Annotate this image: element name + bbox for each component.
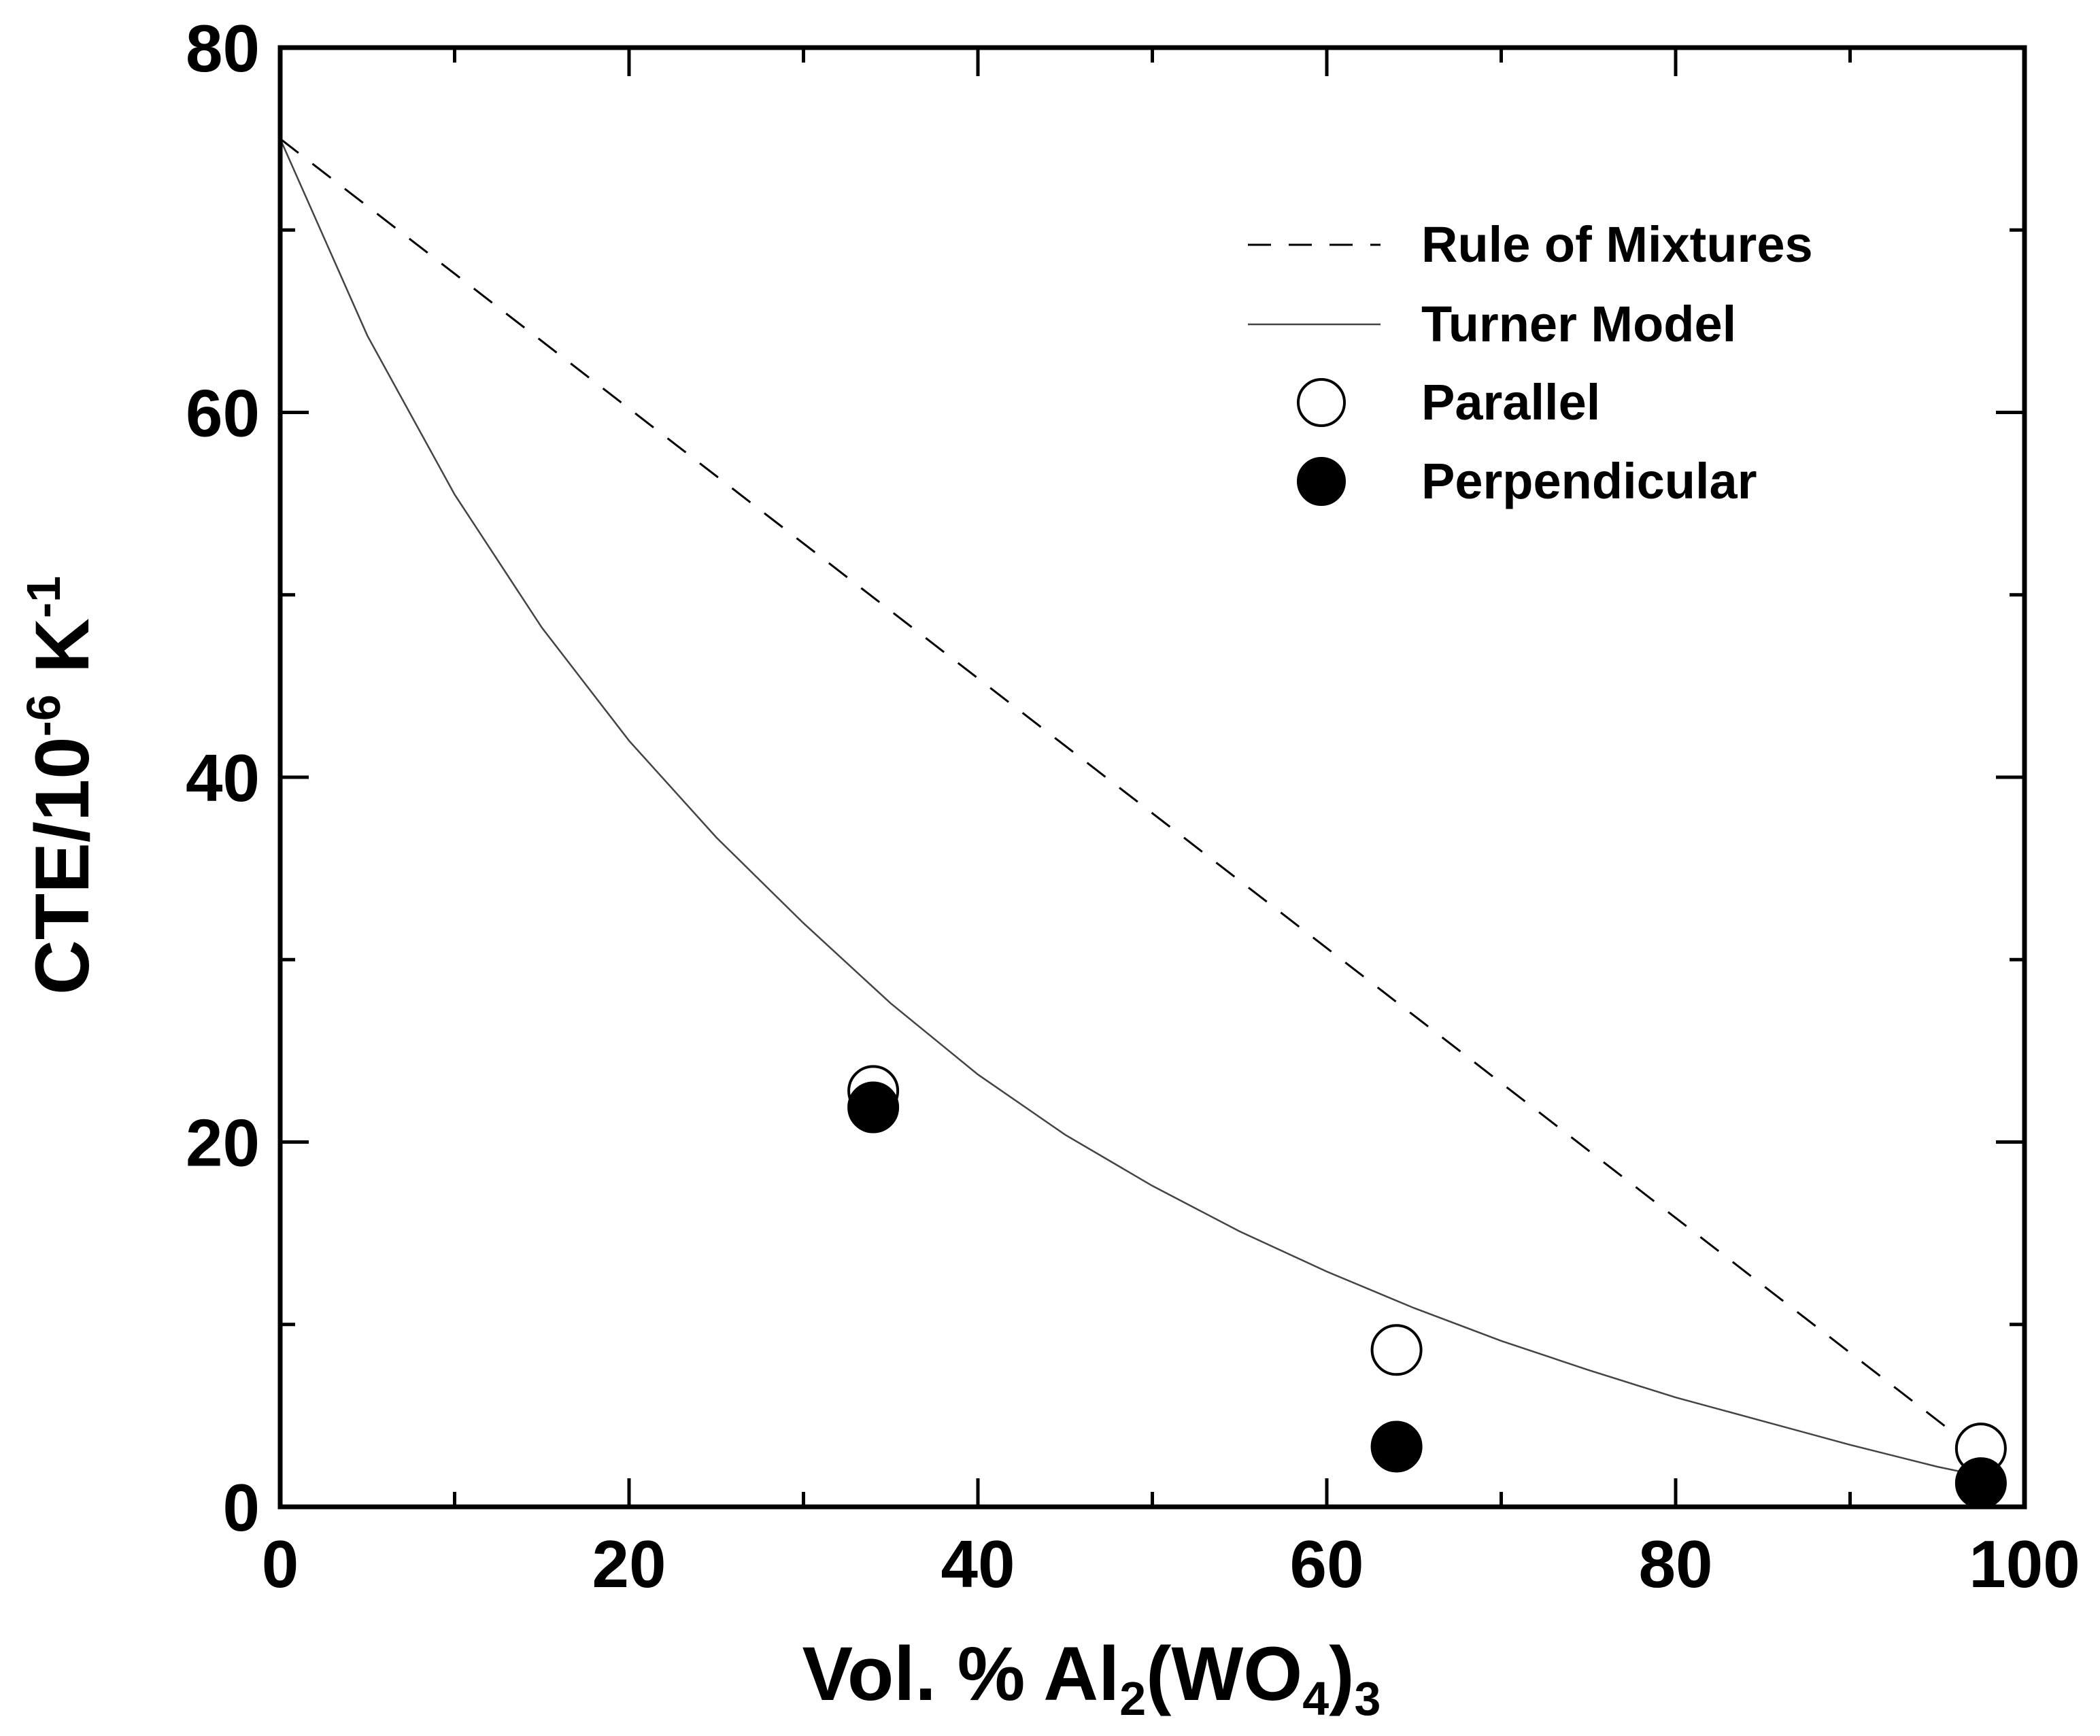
series-line-rule-of-mixtures [280, 137, 1982, 1455]
y-tick-label-80: 80 [186, 11, 260, 86]
x-axis-title: Vol. % Al2(WO4)3 [802, 1631, 1381, 1725]
x-tick-label-20: 20 [592, 1527, 666, 1601]
x-tick-label-40: 40 [941, 1527, 1015, 1601]
plot-area-frame [277, 45, 2027, 1510]
x-tick-label-100: 100 [1969, 1527, 2080, 1601]
y-tick-label-40: 40 [186, 741, 260, 815]
series-points [847, 1065, 2007, 1510]
y-tick-label-20: 20 [186, 1106, 260, 1180]
data-point-perpendicular-0 [847, 1081, 900, 1134]
y-tick-label-0: 0 [222, 1470, 260, 1545]
x-tick-labels: 0 20 40 60 80 100 [262, 1527, 2080, 1601]
minor-ticks [280, 48, 2025, 1507]
x-tick-label-0: 0 [262, 1527, 299, 1601]
series-lines [279, 137, 1982, 1477]
legend-label-rule-of-mixtures: Rule of Mixtures [1421, 216, 1813, 273]
legend-label-turner-model: Turner Model [1421, 296, 1736, 352]
legend-label-parallel: Parallel [1421, 374, 1600, 430]
data-point-parallel-1 [1370, 1324, 1423, 1376]
legend-marker-perpendicular [1297, 457, 1346, 506]
x-tick-label-60: 60 [1289, 1527, 1364, 1601]
legend: Rule of Mixtures Turner Model Parallel P… [1248, 216, 1813, 509]
legend-label-perpendicular: Perpendicular [1421, 453, 1757, 509]
y-tick-labels: 0 20 40 60 80 [186, 11, 260, 1545]
data-point-perpendicular-2 [1954, 1457, 2007, 1510]
legend-marker-parallel [1297, 378, 1346, 427]
x-tick-label-80: 80 [1638, 1527, 1712, 1601]
y-axis-title: CTE/10-6 K-1 [17, 576, 105, 995]
data-point-perpendicular-1 [1370, 1420, 1423, 1473]
y-tick-label-60: 60 [186, 376, 260, 451]
series-line-turner-model [279, 138, 1982, 1477]
